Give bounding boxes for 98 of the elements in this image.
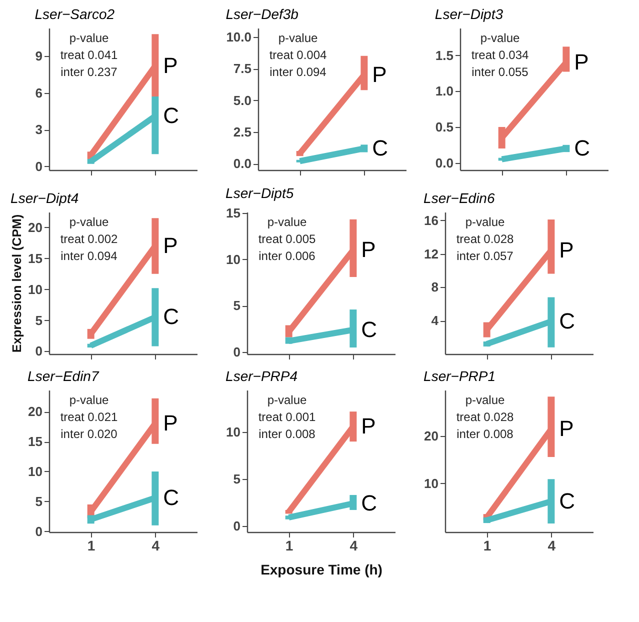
chart-title: Lser−Dipt4: [10, 190, 79, 206]
y-tick-label: 0.5: [435, 119, 454, 134]
chart-title: Lser−Edin7: [28, 368, 100, 384]
y-tick-label: 0: [233, 344, 240, 360]
annotation: p-value: [465, 215, 506, 229]
chart-title: Lser−Sarco2: [34, 6, 115, 22]
annotation: treat 0.001: [258, 410, 316, 424]
series-label: P: [559, 416, 574, 442]
annotation: p-value: [278, 31, 318, 45]
series-label: P: [559, 237, 574, 262]
annotation: inter 0.008: [456, 427, 514, 441]
series-label: P: [574, 49, 589, 74]
y-tick-label: 15: [28, 434, 42, 450]
y-tick-label: 10.0: [226, 29, 252, 44]
y-tick-label: 20: [424, 428, 438, 444]
y-tick-label: 4: [431, 313, 440, 328]
annotation: treat 0.004: [269, 48, 328, 62]
annotation: treat 0.028: [456, 232, 514, 246]
y-axis-title: Expression level (CPM): [10, 214, 24, 353]
x-tick-label: 4: [152, 538, 160, 554]
annotation: inter 0.237: [60, 65, 118, 79]
x-tick-label: 4: [548, 538, 556, 554]
y-tick-label: 10: [28, 464, 42, 479]
y-tick-label: 5: [233, 298, 240, 314]
y-tick-label: 7.5: [233, 61, 252, 76]
series-label: P: [361, 237, 376, 262]
y-tick-label: 12: [424, 246, 438, 262]
y-tick-label: 1.5: [435, 48, 454, 63]
series-label: C: [574, 135, 590, 160]
annotation: inter 0.008: [258, 427, 316, 441]
annotation: inter 0.006: [258, 249, 316, 263]
y-tick-label: 0: [233, 518, 240, 534]
y-tick-label: 0: [35, 524, 42, 539]
annotation: treat 0.028: [456, 410, 514, 424]
series-label: C: [372, 135, 388, 160]
y-tick-label: 0.0: [435, 155, 454, 170]
series-label: P: [163, 233, 178, 258]
y-tick-label: 16: [424, 212, 438, 228]
x-tick-label: 1: [483, 538, 492, 554]
y-tick-label: 15: [226, 205, 240, 220]
y-tick-label: 2.5: [233, 124, 252, 140]
y-tick-label: 5: [35, 494, 42, 509]
y-tick-label: 5.0: [233, 92, 252, 108]
annotation: p-value: [69, 31, 110, 45]
chart-title: Lser−PRP4: [226, 368, 298, 384]
chart-title: Lser−PRP1: [424, 368, 496, 384]
y-tick-label: 9: [35, 48, 42, 64]
y-tick-label: 8: [431, 280, 438, 295]
series-label: C: [559, 308, 576, 334]
annotation: inter 0.020: [60, 427, 118, 441]
series-label: C: [163, 103, 180, 128]
y-tick-label: 10: [226, 424, 240, 440]
chart-title: Lser−Def3b: [226, 6, 299, 22]
annotation: treat 0.021: [60, 410, 118, 424]
annotation: inter 0.055: [472, 65, 529, 79]
series-label: P: [163, 410, 178, 436]
annotation: inter 0.094: [60, 249, 118, 263]
y-tick-label: 3: [35, 122, 42, 138]
x-tick-label: 1: [87, 538, 96, 554]
series-label: P: [361, 414, 376, 439]
y-tick-label: 1.0: [435, 84, 454, 99]
chart-title: Lser−Dipt5: [226, 184, 294, 201]
y-tick-label: 10: [424, 476, 438, 491]
annotation: p-value: [267, 393, 308, 407]
chart-title: Lser−Dipt3: [434, 6, 504, 22]
y-tick-label: 20: [28, 220, 42, 235]
annotation: treat 0.005: [258, 232, 316, 246]
annotation: p-value: [69, 393, 110, 407]
y-tick-label: 0: [35, 158, 42, 174]
annotation: treat 0.034: [471, 48, 530, 62]
y-tick-label: 10: [28, 282, 42, 297]
series-label: C: [559, 488, 576, 514]
y-tick-label: 0: [35, 344, 42, 359]
x-tick-label: 1: [285, 538, 294, 554]
y-tick-label: 10: [226, 252, 240, 267]
series-label: C: [163, 484, 180, 510]
series-label: C: [163, 304, 180, 330]
y-tick-label: 6: [35, 85, 42, 100]
series-label: C: [361, 490, 378, 516]
series-label: P: [372, 62, 387, 87]
y-tick-label: 15: [28, 250, 42, 266]
y-tick-label: 5: [233, 472, 240, 487]
annotation: p-value: [267, 215, 308, 229]
series-label: P: [163, 52, 178, 78]
series-label: C: [361, 316, 378, 342]
annotation: inter 0.057: [456, 249, 514, 263]
annotation: p-value: [69, 215, 110, 229]
annotation: inter 0.094: [270, 65, 327, 79]
y-tick-label: 0.0: [233, 156, 252, 172]
y-tick-label: 20: [28, 404, 42, 420]
x-axis-title: Exposure Time (h): [260, 562, 382, 578]
x-tick-label: 4: [350, 538, 358, 554]
chart-title: Lser−Edin6: [424, 190, 495, 206]
annotation: treat 0.041: [60, 48, 118, 62]
annotation: treat 0.002: [60, 232, 118, 246]
y-tick-label: 5: [35, 312, 42, 328]
annotation: p-value: [480, 31, 520, 45]
annotation: p-value: [465, 393, 506, 407]
